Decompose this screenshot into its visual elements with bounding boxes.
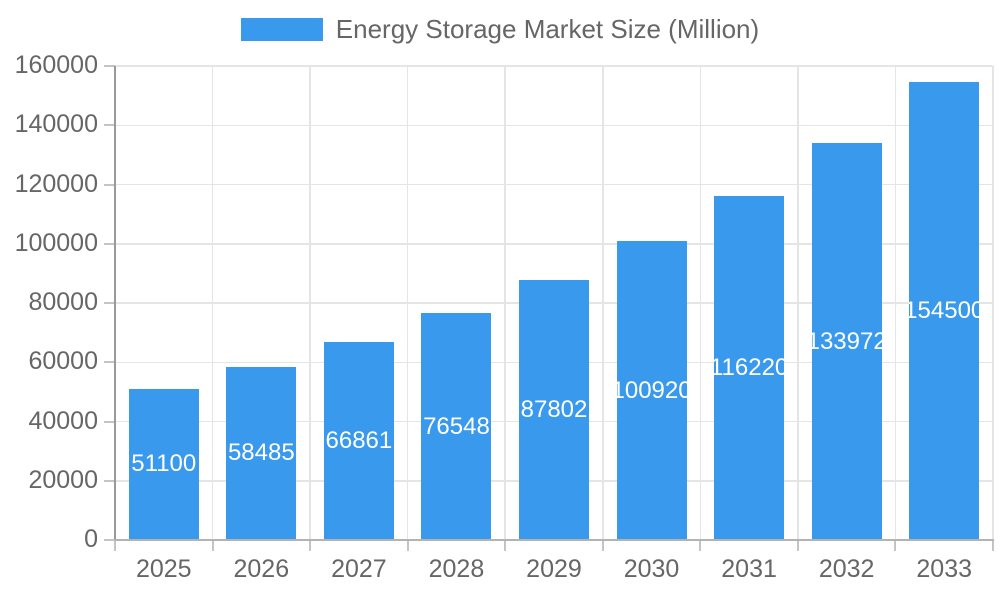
x-tick-label: 2027 xyxy=(331,555,387,583)
bar-value-label: 100920 xyxy=(616,376,687,404)
x-tick-mark xyxy=(699,540,702,551)
bar-value-label: 87802 xyxy=(520,395,588,423)
x-tick-label: 2030 xyxy=(623,555,680,583)
y-tick-label: 40000 xyxy=(28,406,98,435)
v-gridline xyxy=(504,66,506,540)
bar[interactable]: 87802 xyxy=(519,279,589,540)
y-tick-mark xyxy=(104,420,115,423)
y-tick-label: 0 xyxy=(84,525,98,553)
y-tick-label: 20000 xyxy=(28,465,98,494)
v-gridline xyxy=(406,66,409,540)
y-tick-label: 100000 xyxy=(14,228,98,257)
bar-value-label: 154500 xyxy=(909,297,980,325)
y-tick-label: 140000 xyxy=(14,110,98,139)
x-axis-line xyxy=(114,539,994,541)
bar[interactable]: 154500 xyxy=(909,82,980,540)
bar-value-label: 116220 xyxy=(714,353,785,381)
bar-value-label: 76548 xyxy=(423,412,490,440)
y-tick-mark xyxy=(104,361,115,364)
y-tick-mark xyxy=(104,539,115,541)
y-axis-line xyxy=(114,66,116,540)
y-tick-label: 120000 xyxy=(14,169,98,198)
v-gridline xyxy=(211,66,214,540)
bar-value-label: 51100 xyxy=(131,450,197,478)
x-tick-mark xyxy=(114,540,116,551)
x-tick-label: 2026 xyxy=(233,555,290,583)
v-gridline xyxy=(797,66,799,540)
bar-value-label: 133972 xyxy=(811,327,882,355)
v-gridline xyxy=(992,66,994,540)
y-tick-label: 80000 xyxy=(28,288,98,316)
x-tick-label: 2029 xyxy=(526,555,582,583)
bar[interactable]: 76548 xyxy=(421,313,492,540)
x-tick-label: 2028 xyxy=(428,555,485,583)
y-tick-label: 60000 xyxy=(28,347,98,376)
h-gridline xyxy=(115,243,993,245)
bar[interactable]: 58485 xyxy=(226,366,297,540)
x-tick-mark xyxy=(992,540,994,551)
h-gridline xyxy=(115,124,993,126)
bar-value-label: 58485 xyxy=(227,439,295,467)
bar-value-label: 66861 xyxy=(325,426,393,454)
bar[interactable]: 51100 xyxy=(128,388,199,540)
y-tick-label: 160000 xyxy=(14,51,98,79)
v-gridline xyxy=(602,66,604,540)
x-tick-mark xyxy=(601,540,604,551)
y-tick-mark xyxy=(104,124,115,127)
bar[interactable]: 133972 xyxy=(811,143,882,540)
x-tick-mark xyxy=(309,540,312,551)
legend-label: Energy Storage Market Size (Million) xyxy=(335,13,760,44)
v-gridline xyxy=(699,66,702,540)
legend-item[interactable]: Energy Storage Market Size (Million) xyxy=(0,13,1000,45)
x-tick-label: 2025 xyxy=(135,555,192,583)
h-gridline xyxy=(115,183,993,186)
bar[interactable]: 100920 xyxy=(616,241,687,540)
y-tick-mark xyxy=(104,183,115,186)
y-tick-mark xyxy=(104,479,115,482)
y-tick-mark xyxy=(104,302,115,304)
x-tick-mark xyxy=(894,540,897,551)
bar[interactable]: 116220 xyxy=(714,195,785,540)
x-tick-label: 2031 xyxy=(721,555,777,583)
legend-swatch xyxy=(240,17,323,41)
y-tick-mark xyxy=(104,242,115,245)
x-tick-mark xyxy=(504,540,507,551)
v-gridline xyxy=(894,66,897,540)
h-gridline xyxy=(115,65,993,67)
y-tick-mark xyxy=(104,65,115,67)
v-gridline xyxy=(309,66,311,540)
bar[interactable]: 66861 xyxy=(323,341,394,540)
x-tick-mark xyxy=(796,540,799,551)
x-tick-mark xyxy=(211,540,214,551)
x-tick-label: 2033 xyxy=(916,555,973,583)
x-tick-mark xyxy=(406,540,409,551)
x-tick-label: 2032 xyxy=(818,555,875,583)
